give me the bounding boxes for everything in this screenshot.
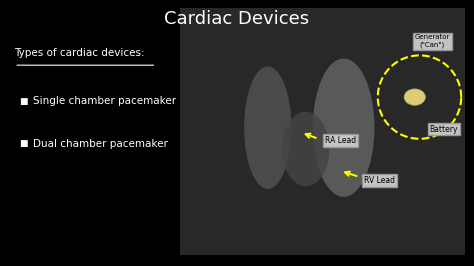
Text: Types of cardiac devices:: Types of cardiac devices:	[14, 48, 145, 58]
FancyBboxPatch shape	[180, 8, 465, 255]
Text: RV Lead: RV Lead	[364, 176, 395, 185]
Text: Single chamber pacemaker: Single chamber pacemaker	[33, 96, 176, 106]
Text: Dual chamber pacemaker: Dual chamber pacemaker	[33, 139, 168, 149]
Text: RA Lead: RA Lead	[325, 136, 356, 145]
Text: ■: ■	[19, 97, 27, 106]
Ellipse shape	[313, 59, 374, 197]
Ellipse shape	[404, 89, 425, 105]
Text: ■: ■	[19, 139, 27, 148]
Text: Battery: Battery	[429, 124, 458, 134]
Ellipse shape	[244, 66, 292, 189]
Ellipse shape	[282, 112, 329, 186]
Text: Generator
("Can"): Generator ("Can")	[415, 35, 450, 48]
Text: Cardiac Devices: Cardiac Devices	[164, 10, 310, 28]
